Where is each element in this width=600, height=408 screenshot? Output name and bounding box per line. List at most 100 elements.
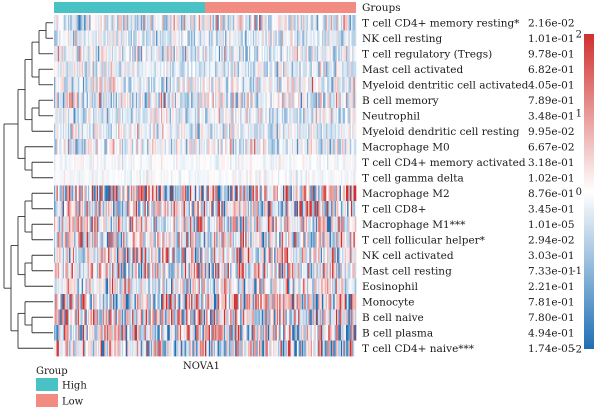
heatmap-cell bbox=[233, 247, 236, 264]
heatmap-cell bbox=[270, 61, 272, 78]
heatmap-cell bbox=[240, 201, 242, 217]
heatmap-cell bbox=[198, 15, 201, 31]
heatmap-cell bbox=[100, 170, 103, 186]
heatmap-cell bbox=[345, 170, 348, 186]
heatmap-cell bbox=[182, 108, 184, 124]
heatmap-cell bbox=[293, 92, 295, 109]
heatmap-cell bbox=[328, 201, 330, 217]
heatmap-cell bbox=[345, 247, 348, 264]
heatmap-cell bbox=[191, 92, 193, 109]
heatmap-cell bbox=[353, 108, 356, 124]
heatmap-cell bbox=[72, 61, 75, 78]
heatmap-cell bbox=[251, 278, 254, 295]
heatmap-cell bbox=[66, 325, 69, 341]
heatmap-cell bbox=[129, 92, 132, 109]
heatmap-cell bbox=[217, 15, 220, 31]
heatmap-cell bbox=[169, 15, 172, 31]
heatmap-cell bbox=[227, 294, 230, 310]
heatmap-cell bbox=[347, 123, 349, 140]
heatmap-cell bbox=[348, 201, 351, 217]
heatmap-cell bbox=[227, 77, 230, 93]
heatmap-cell bbox=[113, 30, 115, 47]
heatmap-cell bbox=[65, 232, 67, 248]
heatmap-cell bbox=[315, 232, 318, 248]
heatmap-cell bbox=[216, 278, 218, 295]
heatmap-cell bbox=[96, 123, 99, 140]
heatmap-cell bbox=[162, 46, 164, 62]
heatmap-cell bbox=[139, 294, 142, 310]
heatmap-cell bbox=[199, 30, 202, 47]
heatmap-cell bbox=[225, 77, 227, 93]
heatmap-cell bbox=[89, 216, 91, 233]
heatmap-cell bbox=[344, 15, 347, 31]
heatmap-cell bbox=[124, 216, 127, 233]
heatmap-cell bbox=[267, 201, 270, 217]
heatmap-cell bbox=[184, 201, 187, 217]
heatmap-cell bbox=[60, 278, 62, 295]
heatmap-cell bbox=[72, 123, 75, 140]
heatmap-cell bbox=[334, 185, 337, 202]
heatmap-cell bbox=[192, 15, 194, 31]
heatmap-cell bbox=[241, 216, 244, 233]
heatmap-cell bbox=[126, 309, 129, 326]
heatmap-cell bbox=[77, 247, 80, 264]
heatmap-cell bbox=[320, 46, 323, 62]
heatmap-cell bbox=[330, 154, 333, 171]
heatmap-cell bbox=[301, 139, 304, 155]
heatmap-cell bbox=[76, 309, 79, 326]
heatmap-cell bbox=[298, 15, 300, 31]
heatmap-cell bbox=[101, 30, 104, 47]
heatmap-cell bbox=[205, 108, 207, 124]
heatmap-cell bbox=[153, 278, 155, 295]
heatmap-cell bbox=[207, 247, 210, 264]
heatmap-cell bbox=[201, 170, 203, 186]
heatmap-cell bbox=[210, 185, 212, 202]
heatmap-cell bbox=[160, 15, 163, 31]
heatmap-cell bbox=[181, 108, 183, 124]
heatmap-cell bbox=[179, 108, 182, 124]
heatmap-cell bbox=[165, 92, 168, 109]
heatmap-cell bbox=[139, 30, 142, 47]
heatmap-cell bbox=[310, 185, 313, 202]
heatmap-cell bbox=[72, 154, 75, 171]
heatmap-cell bbox=[277, 139, 280, 155]
heatmap-cell bbox=[344, 294, 347, 310]
heatmap-cell bbox=[315, 77, 318, 93]
heatmap-cell bbox=[150, 46, 153, 62]
heatmap-cell bbox=[249, 139, 251, 155]
heatmap-cell bbox=[144, 278, 147, 295]
heatmap-cell bbox=[135, 294, 138, 310]
heatmap-cell bbox=[72, 170, 75, 186]
heatmap-cell bbox=[159, 154, 162, 171]
heatmap-cell bbox=[303, 92, 305, 109]
heatmap-cell bbox=[259, 170, 261, 186]
heatmap-cell bbox=[149, 15, 152, 31]
heatmap-cell bbox=[143, 185, 145, 202]
heatmap-cell bbox=[242, 247, 245, 264]
heatmap-cell bbox=[55, 232, 57, 248]
heatmap-cell bbox=[133, 108, 135, 124]
heatmap-cell bbox=[344, 61, 347, 78]
heatmap-cell bbox=[174, 30, 177, 47]
heatmap-cell bbox=[182, 309, 184, 326]
heatmap-cell bbox=[291, 170, 294, 186]
heatmap-cell bbox=[329, 201, 332, 217]
heatmap-cell bbox=[225, 61, 227, 78]
heatmap-cell bbox=[267, 123, 270, 140]
heatmap-cell bbox=[105, 232, 108, 248]
heatmap-cell bbox=[86, 61, 89, 78]
heatmap-cell bbox=[217, 294, 220, 310]
heatmap-cell bbox=[197, 92, 200, 109]
heatmap-cell bbox=[158, 46, 160, 62]
heatmap-cell bbox=[93, 46, 95, 62]
heatmap-cell bbox=[193, 309, 196, 326]
heatmap-cell bbox=[178, 77, 181, 93]
heatmap-cell bbox=[189, 263, 192, 279]
heatmap-cell bbox=[168, 263, 171, 279]
heatmap-cell bbox=[79, 154, 81, 171]
heatmap-cell bbox=[323, 46, 325, 62]
heatmap-cell bbox=[333, 77, 335, 93]
heatmap-cell bbox=[176, 263, 178, 279]
heatmap-cell bbox=[140, 216, 143, 233]
heatmap-cell bbox=[80, 170, 82, 186]
